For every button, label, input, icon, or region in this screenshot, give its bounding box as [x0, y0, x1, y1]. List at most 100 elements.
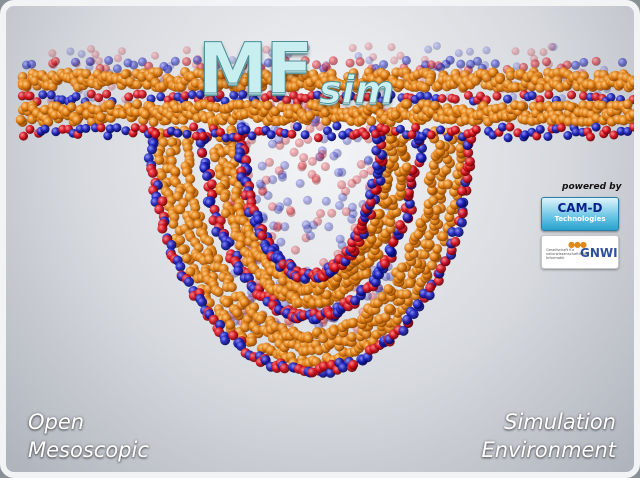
bead	[175, 235, 186, 246]
gnwi-logo-text: GNWI	[580, 246, 618, 260]
bead	[102, 89, 112, 99]
bead	[450, 125, 460, 135]
bead	[419, 249, 430, 260]
bead	[66, 102, 77, 113]
bead	[450, 94, 460, 104]
bead	[241, 155, 252, 166]
bead	[363, 156, 373, 166]
bead	[328, 56, 338, 66]
bead	[456, 198, 467, 208]
bead	[265, 157, 274, 167]
bead	[175, 204, 186, 215]
bead	[25, 91, 35, 101]
bead	[317, 149, 327, 159]
bead	[245, 87, 254, 96]
bead	[408, 309, 419, 320]
tagline-environment: Environment	[481, 438, 616, 462]
bead	[228, 330, 239, 341]
bead	[300, 130, 310, 140]
bead	[272, 222, 282, 232]
bead	[247, 131, 257, 141]
bead	[424, 239, 435, 250]
bead	[311, 173, 321, 183]
bead	[407, 130, 417, 139]
bead	[287, 129, 297, 139]
bead	[213, 254, 224, 265]
bead	[383, 284, 394, 295]
bead	[346, 116, 357, 126]
bead	[456, 59, 466, 69]
bead	[46, 90, 56, 100]
bead	[466, 47, 474, 56]
bead	[359, 169, 369, 179]
bead	[71, 57, 80, 67]
bead	[301, 220, 311, 230]
bead	[220, 240, 231, 251]
bead	[450, 236, 461, 247]
bead	[327, 132, 337, 142]
camd-logo: CAM-D Technologies	[541, 197, 619, 231]
bead	[591, 122, 601, 132]
bead	[147, 144, 157, 155]
bead	[505, 122, 515, 132]
bead	[241, 125, 251, 135]
bead	[372, 90, 381, 100]
bead	[305, 124, 315, 134]
bead	[266, 130, 276, 140]
bead	[367, 82, 378, 93]
bead	[379, 60, 389, 70]
bead	[195, 90, 205, 100]
bead	[247, 336, 257, 347]
bead	[377, 291, 388, 302]
bead	[352, 175, 362, 185]
bead	[374, 209, 384, 220]
bead	[240, 322, 251, 333]
bead	[94, 93, 104, 103]
bead	[385, 217, 396, 228]
bead	[81, 68, 92, 79]
bead	[380, 69, 391, 80]
bead	[96, 123, 106, 133]
bead	[168, 218, 179, 229]
bead	[105, 99, 116, 110]
bead	[571, 127, 581, 137]
bead	[213, 287, 224, 297]
bead	[180, 91, 190, 101]
bead	[157, 223, 168, 234]
bead	[437, 94, 447, 103]
bead	[280, 56, 290, 66]
bead	[398, 325, 409, 336]
bead	[606, 92, 616, 102]
bead	[433, 275, 444, 286]
bead	[252, 324, 262, 335]
bead	[578, 100, 589, 111]
bead	[197, 148, 208, 159]
bead	[321, 289, 332, 300]
bead	[392, 314, 403, 325]
bead	[321, 62, 331, 72]
bead	[295, 179, 305, 188]
bead	[361, 130, 371, 140]
bead	[396, 51, 405, 60]
tagline-right: Simulation Environment	[481, 408, 616, 464]
bead	[219, 192, 230, 203]
membrane-simulation-image	[15, 42, 634, 378]
bead	[291, 245, 300, 255]
bead	[151, 51, 160, 60]
bead	[182, 57, 192, 67]
bead	[341, 207, 351, 217]
bead	[166, 156, 177, 166]
bead	[366, 234, 377, 245]
bead	[30, 75, 41, 86]
bead	[249, 61, 259, 71]
bead	[258, 186, 268, 196]
bead	[609, 130, 619, 140]
bead	[225, 319, 236, 330]
bead	[238, 61, 248, 71]
bead	[532, 131, 542, 141]
bead	[318, 333, 329, 344]
bead	[124, 92, 134, 102]
bead	[240, 76, 251, 87]
bead	[466, 59, 475, 69]
bead	[300, 56, 310, 66]
